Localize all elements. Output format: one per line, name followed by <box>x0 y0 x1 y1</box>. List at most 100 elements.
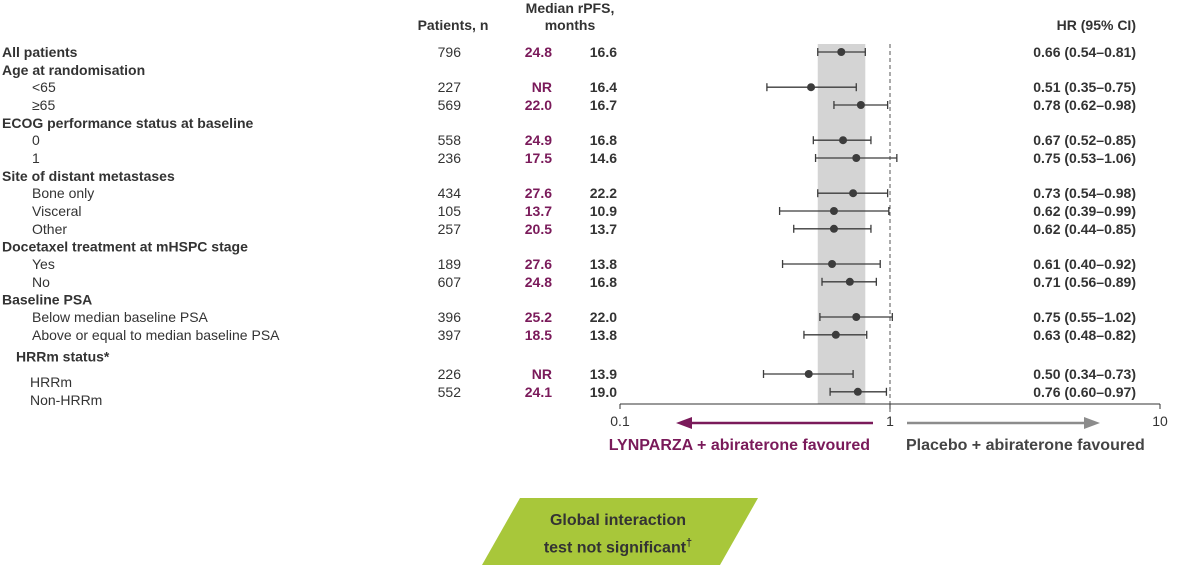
subgroup-header: Docetaxel treatment at mHSPC stage <box>2 239 248 255</box>
lynparza-median: 24.8 <box>525 44 552 60</box>
hr-point <box>839 136 848 145</box>
forest-row: Below median baseline PSA 396 25.2 22.0 0.75… <box>32 309 1136 325</box>
row-label: Non-HRRm <box>30 392 102 408</box>
forest-row: Site of distant metastases <box>2 168 175 184</box>
placebo-median: 13.8 <box>590 327 617 343</box>
hr-point <box>852 154 861 162</box>
hr-point <box>849 189 858 198</box>
patients-n: 434 <box>438 185 462 201</box>
subgroup-header: ECOG performance status at baseline <box>2 115 254 131</box>
lynparza-median: NR <box>532 79 552 95</box>
hr-point <box>804 370 813 378</box>
hr-value: 0.71 (0.56–0.89) <box>1033 274 1136 290</box>
x-tick-label: 0.1 <box>610 413 630 429</box>
placebo-median: 10.9 <box>590 203 617 219</box>
lynparza-favoured-label: LYNPARZA + abiraterone favoured <box>609 437 870 454</box>
hr-value: 0.78 (0.62–0.98) <box>1033 97 1136 113</box>
row-label: Visceral <box>32 203 82 219</box>
lynparza-arrow-head <box>676 417 692 429</box>
hr-value: 0.61 (0.40–0.92) <box>1033 256 1136 272</box>
forest-row: Non-HRRm 552 24.1 19.0 0.76 (0.60–0.97) <box>30 384 1136 408</box>
row-label: Below median baseline PSA <box>32 309 209 325</box>
hr-value: 0.76 (0.60–0.97) <box>1033 384 1136 400</box>
subgroup-header: Age at randomisation <box>2 62 145 78</box>
badge-dagger: † <box>686 537 693 549</box>
forest-row: 0 558 24.9 16.8 0.67 (0.52–0.85) <box>32 132 1136 148</box>
lynparza-median: NR <box>532 366 552 382</box>
rpfs-header-line2: months <box>545 17 596 33</box>
subgroup-header: Baseline PSA <box>2 292 92 308</box>
forest-row: All patients 796 24.8 16.6 0.66 (0.54–0.81) <box>2 44 1136 60</box>
forest-row: Bone only 434 27.6 22.2 0.73 (0.54–0.98) <box>32 185 1136 201</box>
patients-n: 226 <box>438 366 462 382</box>
forest-row: <65 227 NR 16.4 0.51 (0.35–0.75) <box>32 79 1136 95</box>
hr-value: 0.73 (0.54–0.98) <box>1033 185 1136 201</box>
axis-layer: 0.1 1 10 LYNPARZA + abiraterone favoured Pla… <box>609 403 1168 454</box>
hr-value: 0.62 (0.44–0.85) <box>1033 221 1136 237</box>
hr-header: HR (95% CI) <box>1057 17 1136 33</box>
badge-line1: Global interaction <box>549 512 686 529</box>
rpfs-header-line1: Median rPFS, <box>526 0 615 16</box>
hr-value: 0.67 (0.52–0.85) <box>1033 132 1136 148</box>
placebo-median: 22.0 <box>590 309 617 325</box>
patients-n: 257 <box>438 221 462 237</box>
lynparza-median: 24.9 <box>525 132 552 148</box>
patients-n: 552 <box>438 384 462 400</box>
placebo-median: 16.4 <box>590 79 617 95</box>
placebo-median: 13.7 <box>590 221 617 237</box>
lynparza-median: 22.0 <box>525 97 552 113</box>
lynparza-median: 18.5 <box>525 327 552 343</box>
placebo-median: 19.0 <box>590 384 617 400</box>
placebo-median: 13.9 <box>590 366 617 382</box>
forest-row: HRRm 226 NR 13.9 0.50 (0.34–0.73) <box>30 366 1136 390</box>
hr-point <box>845 277 854 286</box>
hr-point <box>829 224 838 233</box>
patients-n: 236 <box>438 150 462 166</box>
patients-n: 396 <box>438 309 462 325</box>
hr-point <box>828 260 837 268</box>
patients-n: 397 <box>438 327 462 343</box>
row-label: ≥65 <box>32 97 55 113</box>
forest-row: ≥65 569 22.0 16.7 0.78 (0.62–0.98) <box>32 97 1136 113</box>
hr-value: 0.50 (0.34–0.73) <box>1033 366 1136 382</box>
row-label: 0 <box>32 132 40 148</box>
placebo-median: 14.6 <box>590 150 617 166</box>
lynparza-median: 24.8 <box>525 274 552 290</box>
lynparza-median: 27.6 <box>525 185 552 201</box>
forest-row: 1 236 17.5 14.6 0.75 (0.53–1.06) <box>32 150 1136 166</box>
forest-row: Age at randomisation <box>2 62 145 78</box>
row-label: <65 <box>32 79 56 95</box>
rows-layer: All patients 796 24.8 16.6 0.66 (0.54–0.81)A… <box>2 44 1136 408</box>
placebo-median: 13.8 <box>590 256 617 272</box>
hr-point <box>837 48 846 56</box>
placebo-median: 16.6 <box>590 44 617 60</box>
forest-row: Yes 189 27.6 13.8 0.61 (0.40–0.92) <box>32 256 1136 272</box>
placebo-median: 16.7 <box>590 97 617 113</box>
x-tick-label: 10 <box>1152 413 1168 429</box>
hr-value: 0.75 (0.55–1.02) <box>1033 309 1136 325</box>
hr-value: 0.63 (0.48–0.82) <box>1033 327 1136 343</box>
hr-point <box>829 207 838 215</box>
patients-n: 558 <box>438 132 462 148</box>
row-label: Bone only <box>32 185 94 201</box>
lynparza-median: 24.1 <box>525 384 552 400</box>
forest-row: HRRm status* <box>16 349 110 365</box>
forest-row: No 607 24.8 16.8 0.71 (0.56–0.89) <box>32 274 1136 290</box>
patients-n: 569 <box>438 97 462 113</box>
row-label: HRRm <box>30 374 72 390</box>
row-label: Above or equal to median baseline PSA <box>32 327 280 343</box>
subgroup-header: Site of distant metastases <box>2 168 175 184</box>
hr-point <box>831 330 840 339</box>
lynparza-median: 20.5 <box>525 221 552 237</box>
x-tick-label: 1 <box>886 413 894 429</box>
forest-row: Visceral 105 13.7 10.9 0.62 (0.39–0.99) <box>32 203 1136 219</box>
row-label: 1 <box>32 150 40 166</box>
patients-n: 607 <box>438 274 462 290</box>
hr-value: 0.66 (0.54–0.81) <box>1033 44 1136 60</box>
lynparza-median: 25.2 <box>525 309 552 325</box>
lynparza-median: 13.7 <box>525 203 552 219</box>
placebo-arrow-head <box>1084 417 1100 429</box>
badge-line2: test not significant <box>543 539 687 557</box>
badge-text: Global interaction test not significant† <box>508 510 728 559</box>
